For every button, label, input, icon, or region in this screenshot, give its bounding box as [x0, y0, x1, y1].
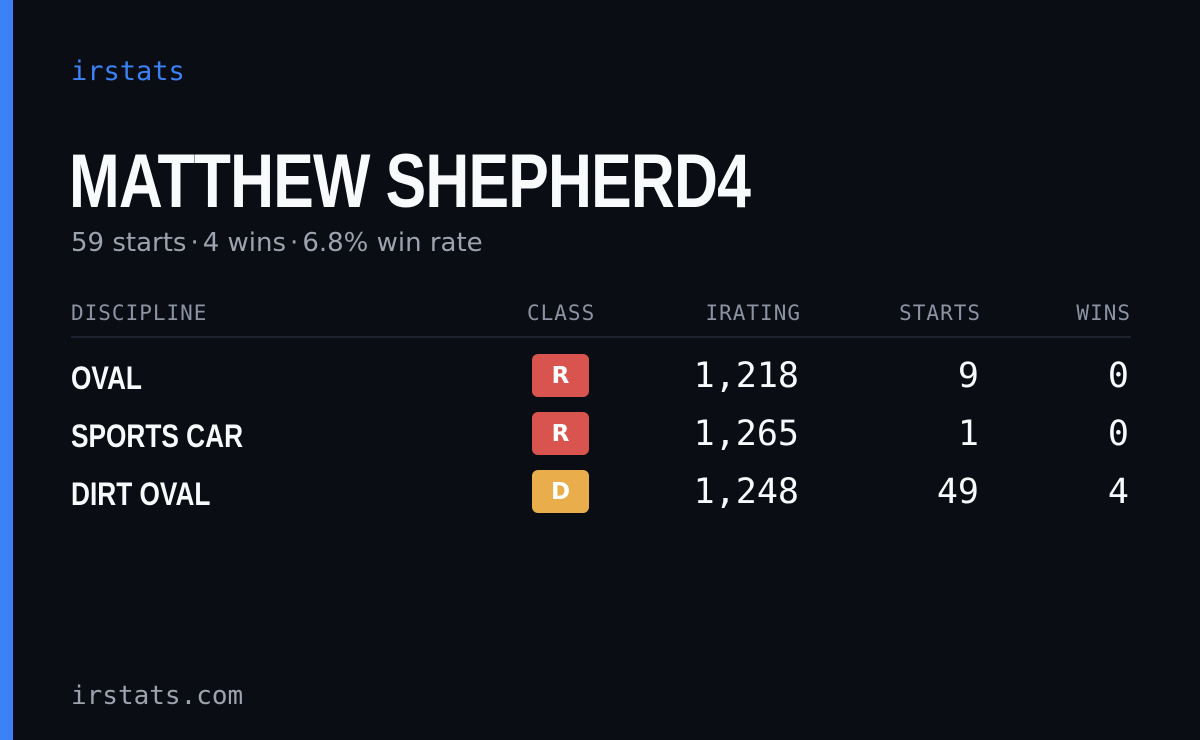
table-body: OVAL R 1,218 9 0 SPORTS CAR R 1,265 1 0 …: [71, 338, 1131, 513]
player-name: MATTHEW SHEPHERD4: [69, 139, 751, 224]
irating-value: 1,218: [693, 356, 799, 396]
header-starts: STARTS: [899, 301, 981, 325]
irating-value: 1,248: [693, 472, 799, 512]
wins-value: 0: [1107, 414, 1129, 454]
separator-dot: ·: [290, 228, 299, 258]
accent-bar: [0, 0, 13, 740]
separator-dot: ·: [190, 228, 199, 258]
header-class: CLASS: [527, 301, 596, 325]
wins-value: 0: [1107, 356, 1129, 396]
discipline-name: SPORTS CAR: [71, 418, 244, 454]
wins-summary: 4 wins: [202, 228, 287, 258]
table-header: DISCIPLINE CLASS IRATING STARTS WINS: [71, 296, 1131, 338]
class-badge: R: [532, 354, 589, 397]
class-badge: R: [532, 412, 589, 455]
starts-value: 49: [936, 472, 979, 512]
table-row: OVAL R 1,218 9 0: [71, 338, 1131, 397]
starts-value: 1: [957, 414, 979, 454]
header-irating: IRATING: [705, 301, 801, 325]
footer-url[interactable]: irstats.com: [71, 681, 244, 711]
class-badge: D: [532, 470, 589, 513]
table-row: SPORTS CAR R 1,265 1 0: [71, 396, 1131, 455]
player-summary: 59 starts · 4 wins · 6.8% win rate: [71, 228, 483, 258]
header-discipline: DISCIPLINE: [71, 301, 208, 325]
table-row: DIRT OVAL D 1,248 49 4: [71, 454, 1131, 513]
discipline-name: OVAL: [71, 360, 142, 396]
win-rate-summary: 6.8% win rate: [302, 228, 483, 258]
discipline-name: DIRT OVAL: [71, 476, 211, 512]
starts-value: 9: [957, 356, 979, 396]
discipline-table: DISCIPLINE CLASS IRATING STARTS WINS OVA…: [71, 296, 1131, 513]
header-wins: WINS: [1076, 301, 1131, 325]
starts-summary: 59 starts: [71, 228, 187, 258]
irating-value: 1,265: [693, 414, 799, 454]
wins-value: 4: [1107, 472, 1129, 512]
brand-logo-text[interactable]: irstats: [71, 56, 185, 87]
